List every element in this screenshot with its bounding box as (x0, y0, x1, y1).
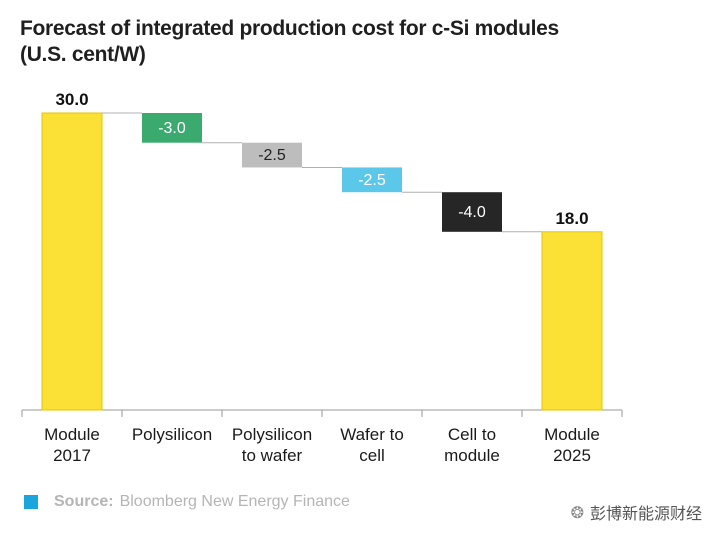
value-label: -3.0 (158, 120, 186, 137)
delta-bar (242, 142, 302, 168)
value-label: 30.0 (55, 90, 88, 109)
wechat-icon: ❂ (570, 502, 584, 522)
category-label: Polysilicon (132, 425, 212, 444)
source-note: Source: Bloomberg New Energy Finance (24, 492, 350, 512)
category-label: Cell to (448, 425, 496, 444)
source-label: Source: (54, 493, 114, 510)
value-label: -2.5 (258, 147, 286, 164)
value-label: 18.0 (555, 209, 588, 228)
category-label: Polysilicon (232, 425, 312, 444)
watermark: ❂ 彭博新能源财经 (571, 500, 702, 524)
category-label: cell (359, 446, 385, 465)
category-label: Module (544, 425, 600, 444)
value-label: -4.0 (458, 204, 486, 221)
category-label: 2025 (553, 446, 591, 465)
category-label: Module (44, 425, 100, 444)
delta-bar (442, 192, 502, 232)
source-marker (24, 495, 38, 509)
category-label: Wafer to (340, 425, 404, 444)
total-bar (541, 231, 603, 411)
total-bar (41, 112, 103, 411)
value-label: -2.5 (358, 172, 386, 189)
source-text: Bloomberg New Energy Finance (119, 493, 350, 510)
category-label: 2017 (53, 446, 91, 465)
category-label: to wafer (242, 446, 303, 465)
watermark-text: 彭博新能源财经 (589, 504, 702, 523)
category-label: module (444, 446, 500, 465)
delta-bar (342, 167, 402, 193)
chart-title: Forecast of integrated production cost f… (20, 17, 559, 66)
delta-bar (142, 113, 202, 143)
waterfall-chart: 30.0 Module 2017 -3.0 Polysilicon -2.5 Polysil… (21, 90, 623, 465)
